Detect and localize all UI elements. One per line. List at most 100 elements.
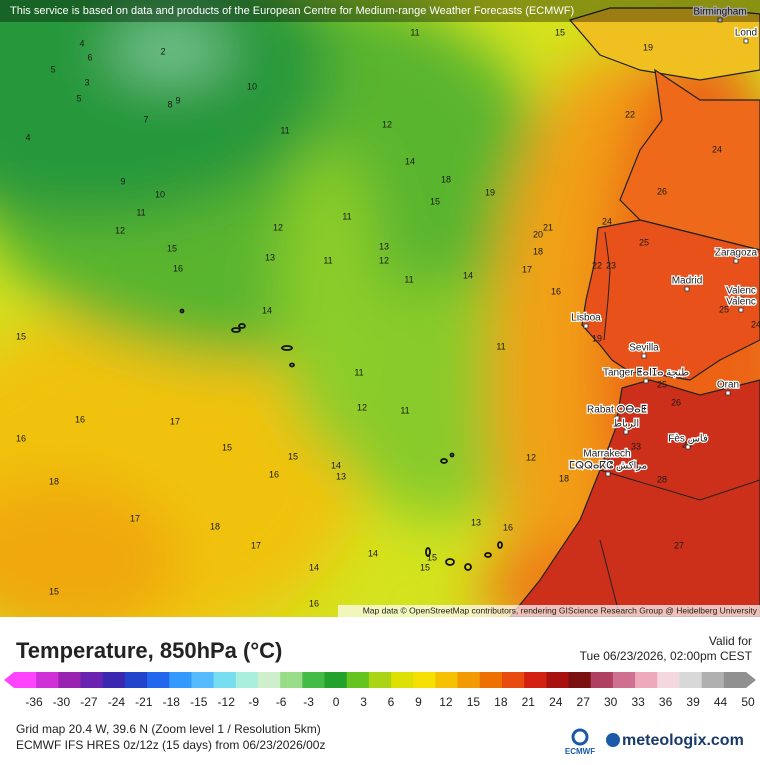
contour-label: 14 [262,305,272,315]
contour-label: 12 [115,225,125,235]
colorbar-segment [701,672,725,688]
colorbar-tick-label: -9 [248,695,259,709]
colorbar-tick-label: -6 [276,695,287,709]
city-label: Madrid [672,276,703,287]
contour-label: 22 [625,109,635,119]
contour-label: 23 [606,260,616,270]
contour-label: 17 [170,416,180,426]
colorbar-tick-label: 33 [631,695,645,709]
city-dot [641,353,647,359]
contour-label: 17 [251,540,261,550]
colorbar-segment [280,672,303,688]
colorbar-segment [612,672,636,688]
colorbar-tick-label: -30 [53,695,71,709]
colorbar-tick-label: -36 [25,695,43,709]
contour-label: 11 [354,367,363,377]
city-dot [717,17,723,23]
colorbar-segment [36,672,59,688]
grid-info: Grid map 20.4 W, 39.6 N (Zoom level 1 / … [16,722,321,736]
contour-label: 11 [410,27,419,37]
colorbar-segment [124,672,148,688]
colorbar-tick-label: 9 [415,695,422,709]
colorbar: -36 -30 -27 -24 -21 -18 -15 -12 -9 -6 -3 0 3 6 9 12 15 18… [4,672,756,709]
colorbar-segment [635,672,658,688]
contour-label: 21 [543,222,553,232]
city-dot [614,415,620,421]
contour-label: 9 [120,176,125,186]
contour-label: 15 [288,451,298,461]
city-label: Valenc [726,286,756,297]
colorbar-tick-label: 30 [604,695,618,709]
contour-label: 4 [79,38,84,48]
contour-label: 2 [160,46,165,56]
city-dot [643,378,649,384]
contour-label: 15 [427,552,437,562]
city-label: ⵎⵕⵕⴰⴽⵛ مراكش [569,461,647,472]
colorbar-tick-label: 36 [659,695,673,709]
contour-label: 11 [496,341,505,351]
colorbar-tick-label: -27 [80,695,98,709]
contour-label: 5 [50,64,55,74]
colorbar-segment [391,672,414,688]
ecmwf-logo [571,728,589,746]
city-dot [738,296,744,302]
contour-label: 15 [430,196,440,206]
colorbar-segment [524,672,547,688]
colorbar-segment [58,672,82,688]
city-dot [733,258,739,264]
contour-label: 11 [136,207,145,217]
contour-label: 18 [533,246,543,256]
colorbar-segment [302,672,326,688]
contour-label: 29 [629,460,639,470]
colorbar-tick-label: 21 [522,695,536,709]
contour-label: 33 [631,441,641,451]
contour-label: 15 [167,243,177,253]
contour-label: 24 [751,319,760,329]
contour-label: 25 [657,379,667,389]
colorbar-segment [502,672,525,688]
colorbar-tick-label: 12 [439,695,453,709]
colorbar-tick-label: 44 [714,695,728,709]
contour-label: 24 [712,144,722,154]
contour-label: 17 [522,264,532,274]
contour-label: 15 [49,586,59,596]
city-label: Fès فاس [668,434,708,445]
contour-label: 15 [16,331,26,341]
colorbar-segment [213,672,237,688]
contour-label: 12 [526,452,536,462]
contour-label: 14 [368,548,378,558]
contour-label: 18 [49,476,59,486]
colorbar-segment [679,672,703,688]
colorbar-tick-label: 3 [360,695,367,709]
contour-label: 14 [405,156,415,166]
contour-label: 24 [602,216,612,226]
city-label: Sevilla [629,343,659,354]
contour-label: 13 [471,517,481,527]
contour-label: 18 [210,521,220,531]
colorbar-segment [590,672,614,688]
colorbar-tick-label: 6 [388,695,395,709]
brand-logo [606,733,620,747]
colorbar-segment [479,672,503,688]
city-label: الرباط [613,419,639,430]
contour-label: 26 [671,397,681,407]
contour-label: 16 [75,414,85,424]
contour-label: 20 [533,229,543,239]
city-dot [583,323,589,329]
city-dot [623,429,629,435]
city-dot [738,307,744,313]
credit-bg [338,605,760,617]
contour-label: 16 [503,522,513,532]
contour-label: 12 [379,255,389,265]
colorbar-tick-label: -24 [108,695,126,709]
contour-label: 19 [643,42,653,52]
cities: Birmingham Lond Zaragoza Madrid ValencValenc… [568,5,759,477]
colorbar-tick-label: 27 [577,695,591,709]
contour-label: 16 [16,433,26,443]
contour-label: 16 [269,469,279,479]
colorbar-segment [235,672,259,688]
city-dot [605,471,611,477]
contour-label: 15 [222,442,232,452]
contour-label: 16 [309,598,319,608]
colorbar-tick-label: 15 [467,695,481,709]
